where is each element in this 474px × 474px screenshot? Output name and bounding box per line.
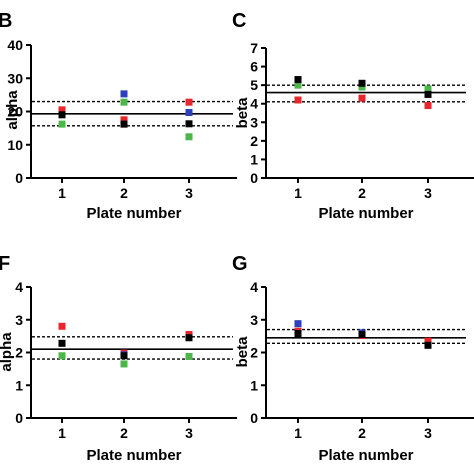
y-tick-label: 10 (7, 137, 23, 153)
data-point (185, 120, 193, 128)
y-tick-label: 4 (250, 279, 258, 295)
data-point (58, 339, 66, 347)
x-axis-title: Plate number (318, 447, 413, 464)
data-point (294, 330, 302, 338)
data-point (185, 334, 193, 342)
data-point (58, 322, 66, 330)
y-tick-label: 3 (250, 312, 258, 328)
y-tick-label: 4 (250, 96, 258, 112)
data-point (185, 98, 193, 106)
data-point (185, 108, 193, 116)
y-tick-label: 3 (15, 312, 23, 328)
data-point (58, 106, 66, 114)
y-axis-title: beta (234, 97, 251, 129)
data-point (358, 79, 366, 87)
data-point (424, 341, 432, 349)
y-axis-title: beta (234, 336, 251, 368)
y-tick-label: 2 (15, 345, 23, 361)
y-tick-label: 1 (15, 377, 23, 393)
data-point (358, 94, 366, 102)
x-tick-label: 2 (120, 185, 128, 201)
data-point (120, 360, 128, 368)
y-tick-label: 3 (250, 114, 258, 130)
y-tick-label: 40 (7, 37, 23, 53)
data-point (358, 330, 366, 338)
data-point (424, 102, 432, 110)
data-point (424, 337, 432, 345)
x-tick-label: 1 (294, 425, 302, 441)
y-tick-label: 1 (250, 151, 258, 167)
panel-letter: C (232, 10, 246, 32)
x-tick-label: 2 (120, 425, 128, 441)
y-tick-label: 0 (15, 410, 23, 426)
x-tick-label: 2 (358, 425, 366, 441)
y-tick-label: 0 (15, 170, 23, 186)
data-point (58, 120, 66, 128)
x-tick-label: 3 (424, 185, 432, 201)
y-tick-label: 7 (250, 40, 258, 56)
data-point (294, 76, 302, 84)
y-tick-label: 5 (250, 77, 258, 93)
panel-c: C 0 1 2 3 4 5 6 7 1 2 3 Plate number beta (232, 10, 474, 222)
data-point (185, 352, 193, 360)
data-point (120, 352, 128, 360)
y-tick-label: 2 (250, 133, 258, 149)
panel-letter: G (232, 253, 248, 275)
panel-letter: F (0, 253, 10, 275)
y-tick-label: 2 (250, 345, 258, 361)
y-tick-label: 30 (7, 70, 23, 86)
data-point (58, 111, 66, 119)
x-tick-label: 3 (424, 425, 432, 441)
data-point (424, 90, 432, 98)
x-tick-label: 1 (58, 425, 66, 441)
x-tick-label: 1 (294, 185, 302, 201)
y-axis-title: alpha (4, 90, 21, 130)
data-point (120, 116, 128, 124)
y-tick-label: 1 (250, 377, 258, 393)
data-point (424, 85, 432, 93)
y-axis-title: alpha (0, 332, 15, 372)
x-axis-title: Plate number (86, 205, 181, 222)
y-tick-label: 0 (250, 170, 258, 186)
data-point (294, 96, 302, 104)
data-point (294, 81, 302, 89)
x-tick-label: 3 (185, 185, 193, 201)
x-axis-title: Plate number (86, 447, 181, 464)
panel-g: G 0 1 2 3 4 1 2 3 Plate number beta (232, 253, 474, 464)
data-point (58, 352, 66, 360)
data-point (294, 320, 302, 328)
data-point (358, 83, 366, 91)
data-point (120, 120, 128, 128)
x-axis-title: Plate number (318, 205, 413, 222)
data-point (185, 133, 193, 141)
x-tick-label: 3 (185, 425, 193, 441)
data-point (120, 98, 128, 106)
y-tick-label: 0 (250, 410, 258, 426)
x-tick-label: 1 (58, 185, 66, 201)
x-tick-label: 2 (358, 185, 366, 201)
y-tick-label: 20 (7, 104, 23, 120)
data-point (120, 90, 128, 98)
panel-letter: B (0, 10, 12, 32)
y-tick-label: 6 (250, 59, 258, 75)
y-tick-label: 4 (15, 279, 23, 295)
